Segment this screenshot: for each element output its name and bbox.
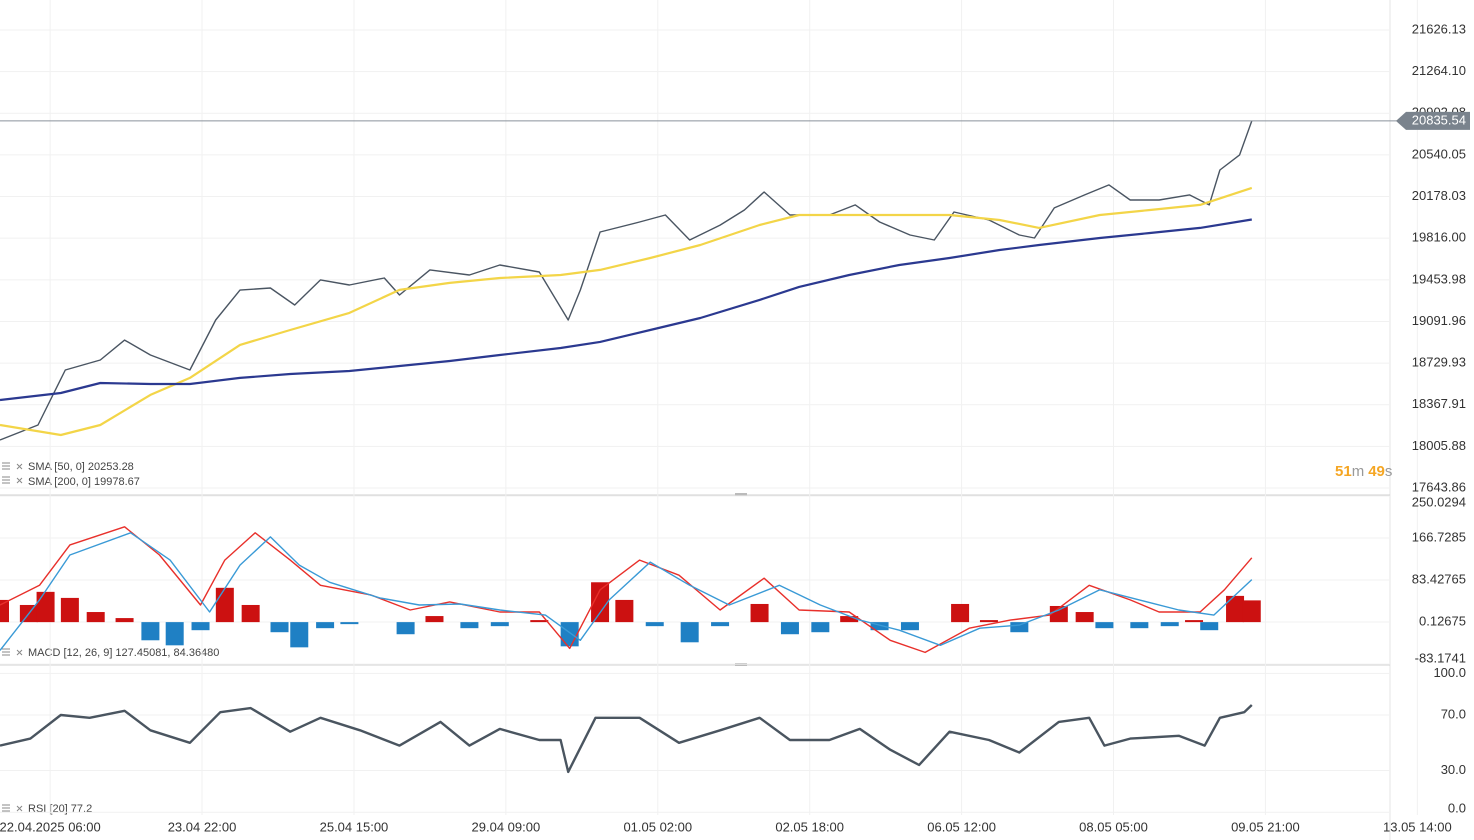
histogram-bar: [680, 622, 699, 643]
x-tick-label: 08.05 05:00: [1079, 819, 1148, 834]
histogram-bar: [241, 604, 260, 623]
x-tick-label: 09.05 21:00: [1231, 819, 1300, 834]
y-tick-label: 30.0: [1441, 762, 1466, 777]
histogram-bar: [615, 599, 634, 623]
countdown: 51m 49s: [1335, 463, 1392, 480]
pane-handle[interactable]: [735, 493, 747, 496]
y-tick-label: 17643.86: [1412, 479, 1466, 494]
histogram-bar: [425, 616, 444, 623]
series-line: [0, 532, 1253, 651]
histogram-bar: [645, 622, 664, 627]
y-tick-label: 250.0294: [1412, 494, 1466, 509]
histogram-bar: [215, 587, 234, 623]
y-tick-label: 19816.00: [1412, 230, 1466, 245]
series-line: [0, 186, 1253, 437]
histogram-bar: [1226, 595, 1245, 623]
histogram-bar: [1049, 605, 1068, 623]
histogram-bar: [141, 622, 160, 641]
series-line: [0, 218, 1252, 402]
histogram-bar: [1095, 622, 1114, 629]
y-tick-label: 0.12675: [1419, 613, 1466, 628]
timer-part: m: [1352, 463, 1365, 480]
histogram-bar: [951, 603, 970, 623]
histogram-bar: [115, 618, 134, 623]
histogram-bar: [191, 622, 210, 631]
histogram-bar: [530, 620, 549, 623]
y-tick-label: 166.7285: [1412, 529, 1466, 544]
histogram-bar: [316, 622, 335, 629]
legend-text: SMA [200, 0] 19978.67: [28, 476, 140, 488]
x-tick-label: 23.04 22:00: [168, 819, 237, 834]
histogram-bar: [711, 622, 730, 627]
y-tick-label: 20540.05: [1412, 146, 1466, 161]
legend-text: MACD [12, 26, 9] 127.45081, 84.36480: [28, 647, 219, 659]
x-tick-label: 22.04.2025 06:00: [0, 819, 101, 834]
histogram-bar: [270, 622, 289, 633]
x-tick-label: 01.05 02:00: [623, 819, 692, 834]
histogram-bar: [560, 622, 579, 647]
y-tick-label: 21264.10: [1412, 63, 1466, 78]
histogram-bar: [165, 622, 184, 646]
histogram-bar: [60, 597, 79, 623]
histogram-bar: [1185, 620, 1204, 623]
y-tick-label: 0.0: [1448, 800, 1466, 815]
x-tick-label: 02.05 18:00: [775, 819, 844, 834]
x-tick-label: 29.04 09:00: [472, 819, 541, 834]
histogram-bar: [0, 599, 9, 623]
x-tick-label: 06.05 12:00: [927, 819, 996, 834]
histogram-bar: [900, 622, 919, 631]
y-tick-label: 20178.03: [1412, 188, 1466, 203]
timer-part: 49: [1368, 463, 1385, 480]
histogram-bar: [750, 603, 769, 623]
y-tick-label: 18367.91: [1412, 396, 1466, 411]
histogram-bar: [840, 616, 859, 623]
histogram-bar: [1242, 600, 1261, 623]
y-tick-label: 21626.13: [1412, 21, 1466, 36]
series-line: [0, 526, 1253, 654]
histogram-bar: [979, 620, 998, 623]
histogram-bar: [396, 622, 415, 635]
histogram-bar: [591, 582, 610, 623]
y-tick-label: 18729.93: [1412, 355, 1466, 370]
histogram-bar: [460, 622, 479, 629]
histogram-bar: [1010, 622, 1029, 633]
y-tick-label: 19091.96: [1412, 313, 1466, 328]
histogram-bar: [1160, 622, 1179, 627]
x-tick-label: 13.05 14:00: [1383, 819, 1452, 834]
histogram-bar: [1075, 612, 1094, 623]
y-tick-label: 19453.98: [1412, 271, 1466, 286]
histogram-bar: [780, 622, 799, 635]
y-tick-label: 83.42765: [1412, 571, 1466, 586]
last-price-label: 20835.54: [1412, 112, 1466, 127]
histogram-bar: [1200, 622, 1219, 631]
y-tick-label: -83.1741: [1415, 650, 1466, 665]
histogram-bar: [340, 622, 359, 625]
histogram-bar: [490, 622, 509, 627]
x-tick-label: 25.04 15:00: [320, 819, 389, 834]
timer-part: 51: [1335, 463, 1352, 480]
histogram-bar: [290, 622, 309, 648]
last-price-box: [1396, 111, 1470, 130]
legend-icons: [2, 462, 23, 812]
legend-text: SMA [50, 0] 20253.28: [28, 461, 134, 473]
histogram-bar: [86, 612, 105, 623]
grid: [0, 0, 1418, 815]
histogram-bar: [36, 591, 55, 623]
legend-text: RSI [20] 77.2: [28, 803, 92, 815]
histogram-bar: [811, 622, 830, 633]
y-tick-label: 100.0: [1433, 665, 1466, 680]
series-line: [0, 120, 1253, 441]
y-tick-label: 18005.88: [1412, 438, 1466, 453]
series-line: [0, 704, 1253, 774]
histogram-bar: [870, 622, 889, 631]
timer-part: s: [1385, 463, 1393, 480]
histogram-bar: [1130, 622, 1149, 629]
y-tick-label: 70.0: [1441, 706, 1466, 721]
